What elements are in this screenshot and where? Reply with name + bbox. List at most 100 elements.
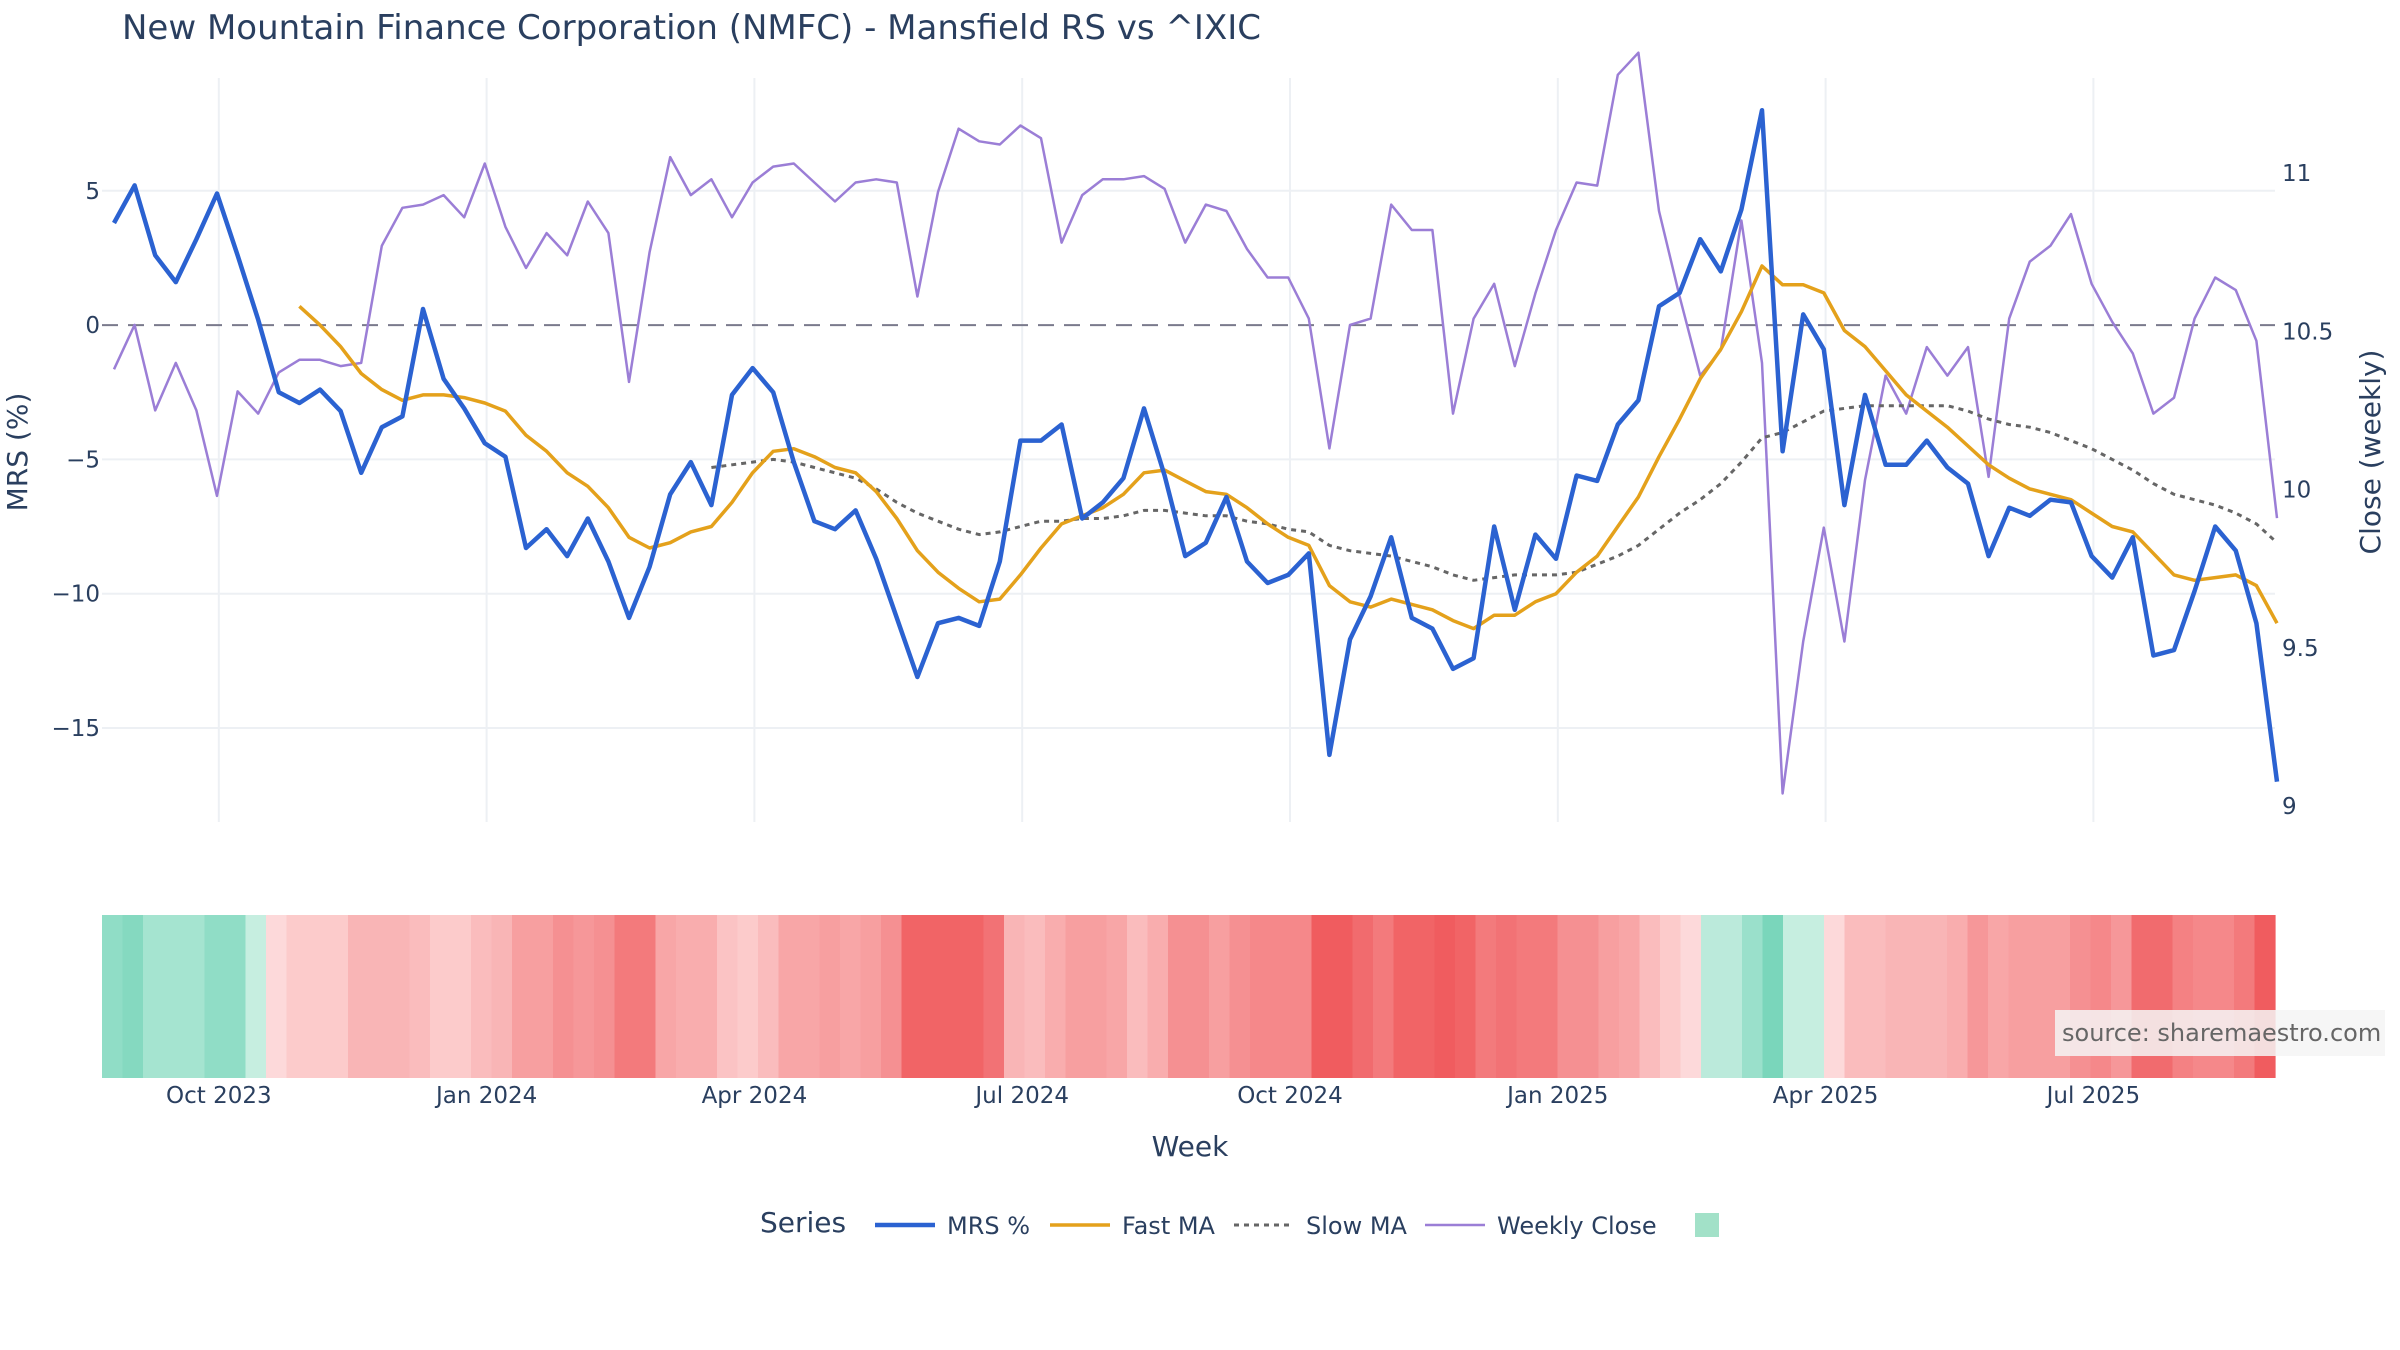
heatmap-cell bbox=[758, 915, 780, 1078]
heatmap-cell bbox=[1147, 915, 1169, 1078]
x-tick-label: Oct 2023 bbox=[166, 1083, 272, 1109]
series-line-weekly-close bbox=[112, 51, 2279, 795]
x-axis-label: Week bbox=[1152, 1130, 1229, 1163]
heatmap-cell bbox=[1988, 915, 2010, 1078]
heatmap-cell bbox=[1639, 915, 1661, 1078]
heatmap-cell bbox=[245, 915, 267, 1078]
y-right-tick-label: 9.5 bbox=[2282, 636, 2319, 662]
heatmap-cell bbox=[942, 915, 964, 1078]
heatmap-cell bbox=[1557, 915, 1579, 1078]
heatmap-cell bbox=[286, 915, 308, 1078]
legend-label: Fast MA bbox=[1122, 1212, 1216, 1240]
heatmap-cell bbox=[1229, 915, 1251, 1078]
heatmap-cell bbox=[1762, 915, 1784, 1078]
heatmap-cell bbox=[102, 915, 124, 1078]
heatmap-cell bbox=[1209, 915, 1231, 1078]
heatmap-cell bbox=[266, 915, 288, 1078]
y-right-tick-label: 11 bbox=[2282, 161, 2311, 187]
heatmap-cell bbox=[1455, 915, 1477, 1078]
chart-title: New Mountain Finance Corporation (NMFC) … bbox=[122, 8, 1261, 48]
heatmap-cell bbox=[1106, 915, 1128, 1078]
heatmap-cell bbox=[1680, 915, 1702, 1078]
heatmap-cell bbox=[717, 915, 739, 1078]
heatmap-cell bbox=[430, 915, 452, 1078]
heatmap-cell bbox=[1496, 915, 1518, 1078]
heatmap-cell bbox=[1045, 915, 1067, 1078]
legend-label: MRS % bbox=[947, 1212, 1030, 1240]
heatmap-cell bbox=[1578, 915, 1600, 1078]
heatmap-cell bbox=[1926, 915, 1948, 1078]
heatmap-cell bbox=[1537, 915, 1559, 1078]
heatmap-cell bbox=[1598, 915, 1620, 1078]
heatmap-cell bbox=[1906, 915, 1928, 1078]
heatmap-cell bbox=[1721, 915, 1743, 1078]
x-tick-label: Jul 2024 bbox=[973, 1083, 1069, 1109]
heatmap-cell bbox=[1475, 915, 1497, 1078]
x-tick-label: Oct 2024 bbox=[1237, 1083, 1343, 1109]
heatmap-cell bbox=[1004, 915, 1026, 1078]
heatmap-cell bbox=[450, 915, 472, 1078]
heatmap-cell bbox=[225, 915, 247, 1078]
x-tick-label: Apr 2024 bbox=[702, 1083, 808, 1109]
y-left-tick-label: 5 bbox=[85, 179, 100, 205]
heatmap-cell bbox=[1291, 915, 1313, 1078]
left-axis-ticks: 5 0 −5 −10 −15 bbox=[51, 179, 100, 742]
y-right-tick-label: 10.5 bbox=[2282, 319, 2333, 345]
heatmap-cell bbox=[922, 915, 944, 1078]
heatmap-cell bbox=[778, 915, 800, 1078]
heatmap-cell bbox=[614, 915, 636, 1078]
y-axis-left-label: MRS (%) bbox=[1, 393, 34, 512]
y-right-tick-label: 9 bbox=[2282, 794, 2297, 820]
heatmap-cell bbox=[1783, 915, 1805, 1078]
right-axis-ticks: 11 10.5 10 9.5 9 bbox=[2282, 161, 2333, 820]
series-line-slow-ma bbox=[711, 404, 2279, 582]
heatmap-cell bbox=[1024, 915, 1046, 1078]
x-tick-label: Jul 2025 bbox=[2045, 1083, 2141, 1109]
heatmap-cell bbox=[1434, 915, 1456, 1078]
heatmap-cell bbox=[471, 915, 493, 1078]
series-line-mrs bbox=[112, 107, 2280, 782]
heatmap-cell bbox=[1250, 915, 1272, 1078]
heatmap-cell bbox=[594, 915, 616, 1078]
legend-title: Series bbox=[760, 1206, 846, 1239]
heatmap-cell bbox=[1393, 915, 1415, 1078]
legend-label: Slow MA bbox=[1306, 1212, 1408, 1240]
heatmap-cell bbox=[1824, 915, 1846, 1078]
heatmap-cell bbox=[1516, 915, 1538, 1078]
series-line-fast-ma bbox=[298, 264, 2279, 631]
heatmap-cell bbox=[860, 915, 882, 1078]
heatmap-cell bbox=[532, 915, 554, 1078]
x-tick-label: Jan 2025 bbox=[1505, 1083, 1608, 1109]
heatmap-cell bbox=[1065, 915, 1087, 1078]
heatmap-cell bbox=[348, 915, 370, 1078]
heatmap-cell bbox=[491, 915, 513, 1078]
heatmap-cell bbox=[327, 915, 349, 1078]
y-left-tick-label: −10 bbox=[51, 582, 100, 608]
heatmap-cell bbox=[368, 915, 390, 1078]
heatmap-cell bbox=[1414, 915, 1436, 1078]
heatmap-cell bbox=[2008, 915, 2030, 1078]
legend-label: Weekly Close bbox=[1497, 1212, 1657, 1240]
heatmap-cell bbox=[307, 915, 329, 1078]
heatmap-cell bbox=[1967, 915, 1989, 1078]
source-badge-background bbox=[2055, 1010, 2385, 1056]
heatmap-cell bbox=[1701, 915, 1723, 1078]
y-right-tick-label: 10 bbox=[2282, 478, 2311, 504]
legend-items: MRS % Fast MA Slow MA Weekly Close bbox=[875, 1212, 1719, 1240]
y-left-tick-label: −5 bbox=[66, 447, 100, 473]
heatmap-cell bbox=[881, 915, 903, 1078]
heatmap-cell bbox=[1127, 915, 1149, 1078]
heatmap-cell bbox=[1311, 915, 1333, 1078]
heatmap-cell bbox=[122, 915, 144, 1078]
heatmap-cell bbox=[1168, 915, 1190, 1078]
heatmap-cell bbox=[1188, 915, 1210, 1078]
heatmap-cell bbox=[512, 915, 534, 1078]
heatmap-cell bbox=[1086, 915, 1108, 1078]
heatmap-cell bbox=[676, 915, 698, 1078]
heatmap-cell bbox=[840, 915, 862, 1078]
heatmap-cell bbox=[1332, 915, 1354, 1078]
heatmap-cell bbox=[799, 915, 821, 1078]
heatmap-cell bbox=[901, 915, 923, 1078]
heatmap-cell bbox=[163, 915, 185, 1078]
